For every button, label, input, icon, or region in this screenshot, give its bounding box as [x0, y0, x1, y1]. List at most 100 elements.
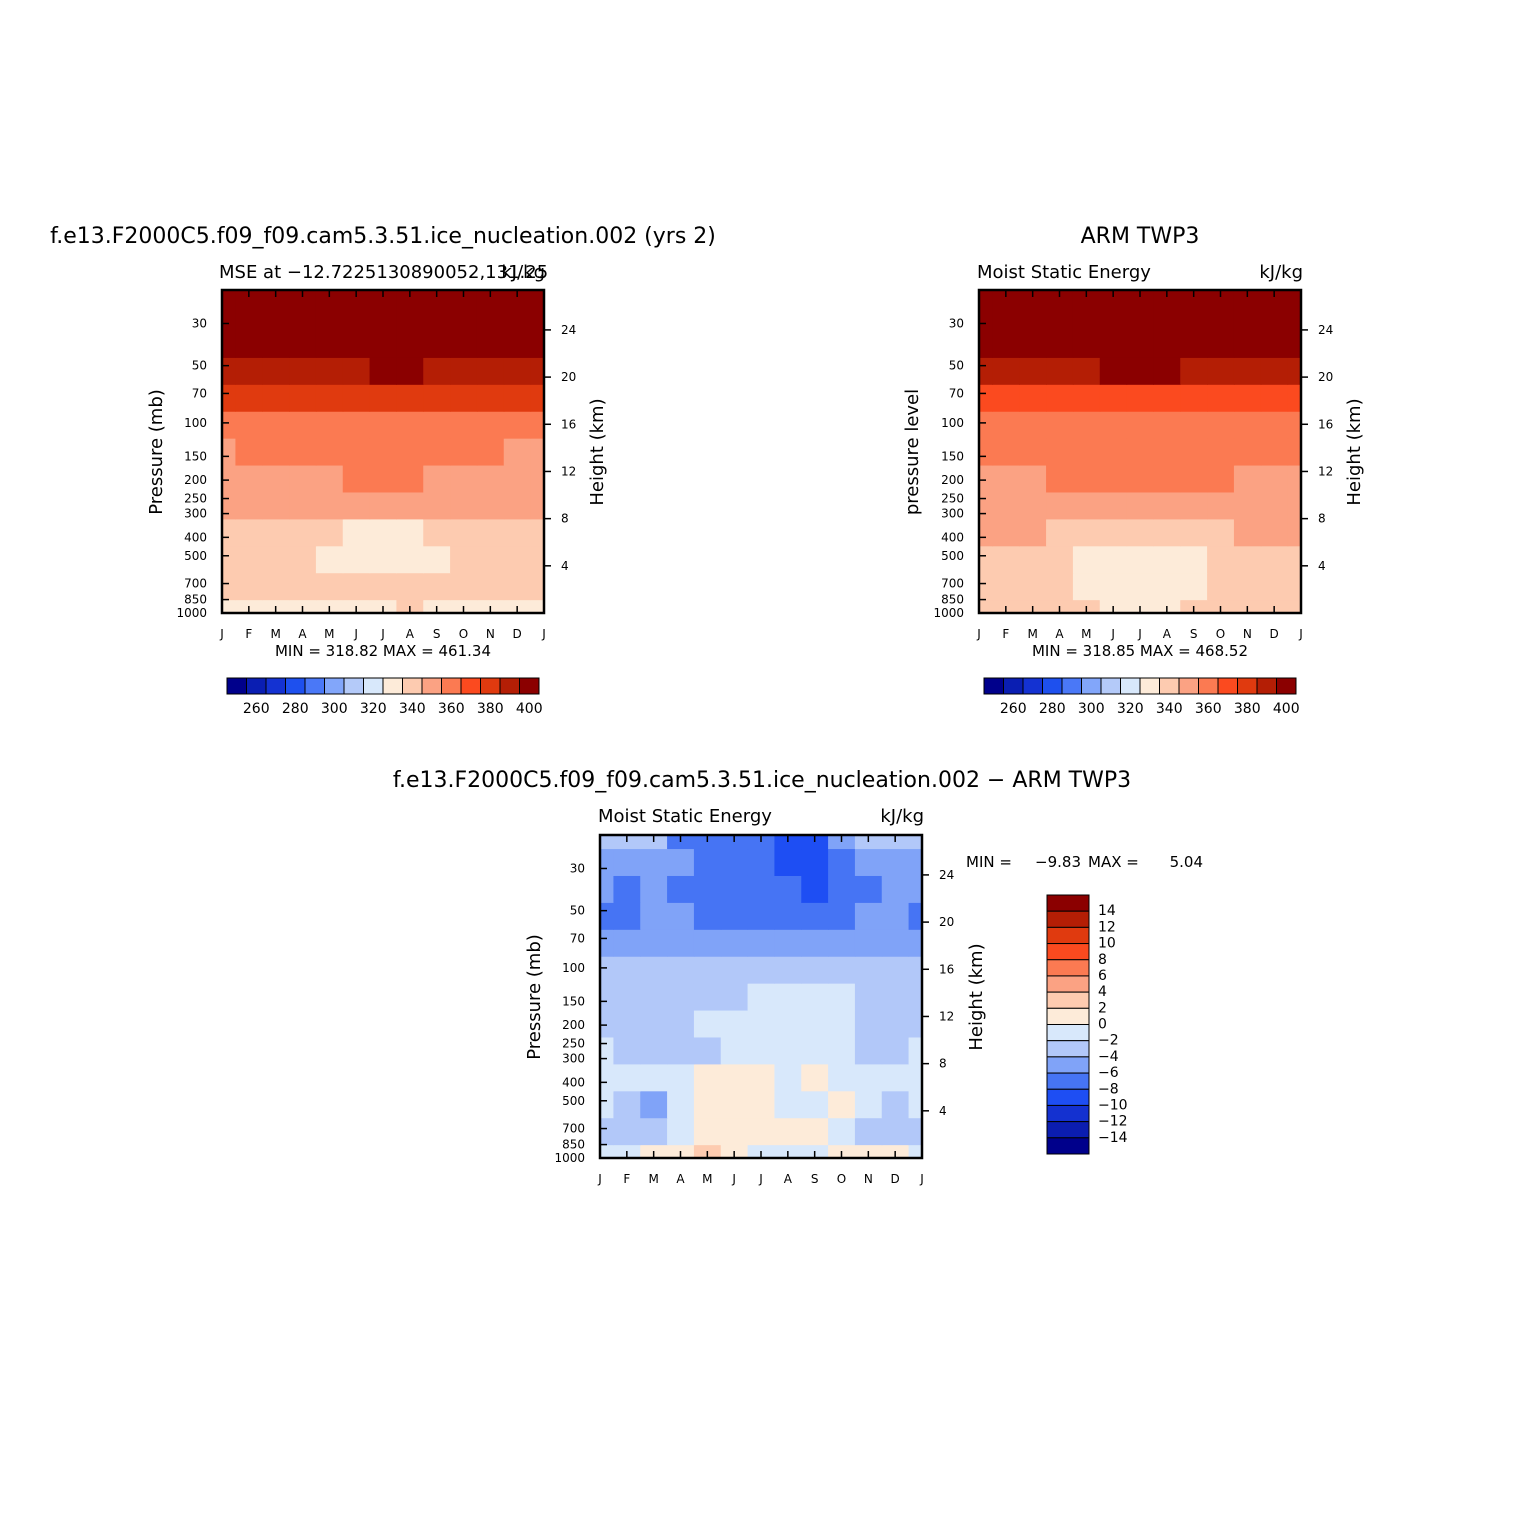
colorbar-label: −12: [1098, 1114, 1128, 1130]
heat-cell: [720, 1009, 749, 1038]
y-tick-label: 50: [570, 904, 585, 918]
heat-cell: [1019, 411, 1047, 439]
heat-cell: [1153, 518, 1181, 547]
colorbar-label: −2: [1098, 1033, 1119, 1049]
heat-cell: [828, 1036, 856, 1065]
y2-tick-label: 20: [561, 370, 576, 384]
heat-cell: [613, 902, 641, 930]
heat-cell: [1207, 518, 1235, 547]
heat-cell: [1207, 572, 1235, 601]
heat-cell: [693, 1090, 722, 1119]
heat-cell: [801, 1117, 829, 1146]
y2-tick-label: 24: [1318, 323, 1333, 337]
x-tick-label: J: [919, 1172, 924, 1186]
heat-cell: [1287, 384, 1302, 412]
heat-cell: [747, 929, 776, 957]
heat-cell: [747, 875, 776, 903]
colorbar-swatch: [499, 677, 520, 695]
y-tick-label: 70: [192, 386, 207, 400]
y2-tick-label: 12: [1318, 464, 1333, 478]
heat-cell: [1046, 572, 1074, 601]
heat-cell: [774, 835, 802, 850]
heat-cell: [992, 290, 1020, 305]
x-tick-label: S: [433, 627, 441, 641]
heat-cell: [1046, 330, 1074, 358]
heat-cell: [369, 303, 398, 331]
heat-cell: [1233, 290, 1262, 305]
heat-cell: [992, 357, 1020, 385]
y-tick-label: 500: [562, 1094, 585, 1108]
heat-cell: [315, 491, 344, 520]
y-tick-label: 250: [941, 492, 964, 506]
colorbar-obs: 260 280 300 320 340 360 380 400: [983, 677, 1300, 717]
heat-cell: [289, 545, 317, 574]
heat-cell: [1019, 518, 1047, 547]
heat-cell: [667, 902, 695, 930]
heat-cell: [396, 357, 424, 385]
colorbar-label: 4: [1098, 984, 1107, 1000]
heat-cell: [613, 1063, 641, 1092]
y-tick-label: 150: [562, 994, 585, 1008]
heat-cell: [828, 1009, 856, 1038]
heat-cell: [600, 1144, 615, 1159]
heat-cell: [1019, 330, 1047, 358]
heat-cell: [979, 290, 994, 305]
y-tick-label: 50: [192, 359, 207, 373]
heat-cell: [720, 983, 749, 1011]
heat-cell: [1099, 290, 1128, 305]
heat-cell: [667, 1009, 695, 1038]
heat-cell: [720, 902, 749, 930]
heat-cell: [908, 956, 923, 984]
heat-cell: [369, 491, 398, 520]
heat-cell: [476, 411, 505, 439]
heat-cell: [222, 384, 237, 412]
x-tick-label: S: [1190, 627, 1198, 641]
colorbar-swatch: [441, 677, 462, 695]
colorbar-swatch: [1139, 677, 1160, 695]
heat-cell: [881, 956, 910, 984]
x-tick-label: A: [1055, 627, 1064, 641]
x-tick-label: O: [459, 627, 468, 641]
colorbar-swatch: [1046, 1007, 1090, 1025]
heat-cell: [369, 384, 398, 412]
heat-cell: [396, 384, 424, 412]
colorbar-label: 260: [1000, 701, 1027, 717]
heat-cell: [854, 1036, 883, 1065]
heat-cell: [450, 491, 478, 520]
heat-cell: [720, 848, 749, 876]
x-tick-label: M: [270, 627, 280, 641]
heat-cell: [747, 956, 776, 984]
heat-cell: [828, 929, 856, 957]
heat-cell: [315, 290, 344, 305]
heat-cell: [289, 357, 317, 385]
heat-cell: [667, 956, 695, 984]
heat-cell: [235, 411, 263, 439]
heat-cell: [289, 303, 317, 331]
x-tick-label: J: [219, 627, 224, 641]
heat-cell: [1046, 303, 1074, 331]
heat-cell: [530, 518, 545, 547]
heat-cell: [720, 1090, 749, 1119]
heat-cell: [1126, 518, 1155, 547]
heat-cell: [1153, 438, 1181, 466]
x-tick-label: A: [406, 627, 415, 641]
heat-cell: [1126, 357, 1155, 385]
heat-cell: [315, 545, 344, 574]
heat-cell: [1099, 572, 1128, 601]
heat-cell: [600, 1009, 615, 1038]
heat-cell: [342, 545, 371, 574]
heat-cell: [1153, 545, 1181, 574]
heat-cell: [450, 357, 478, 385]
heat-cell: [222, 330, 237, 358]
colorbar-swatch: [1046, 926, 1090, 945]
heat-cell: [600, 902, 615, 930]
colorbar-label: 10: [1098, 936, 1116, 952]
heat-cell: [1046, 518, 1074, 547]
heat-cell: [1019, 384, 1047, 412]
heat-cell: [693, 956, 722, 984]
y-tick-label: 300: [941, 507, 964, 521]
x-tick-label: J: [380, 627, 385, 641]
heat-cell: [423, 303, 451, 331]
heat-cell: [1207, 411, 1235, 439]
heat-cell: [315, 438, 344, 466]
